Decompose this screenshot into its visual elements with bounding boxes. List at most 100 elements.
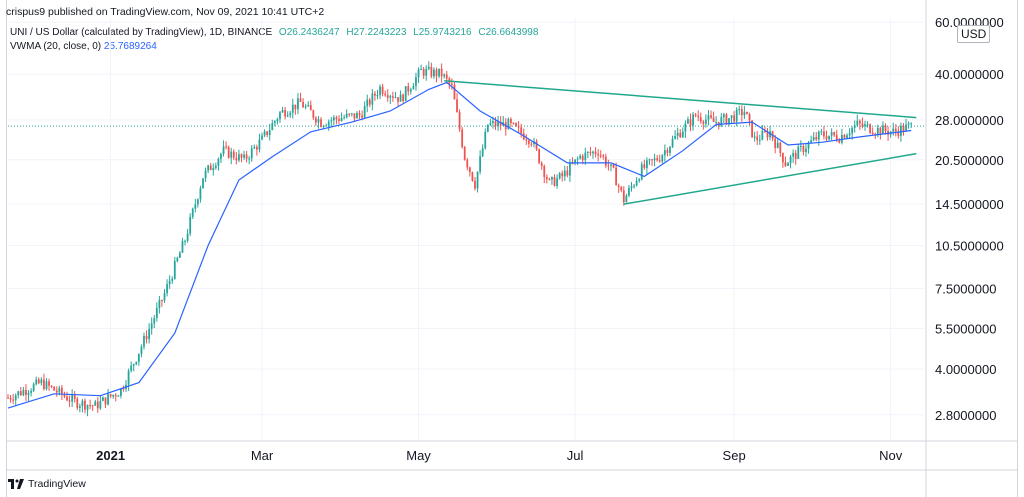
vwma-label[interactable]: VWMA (20, close, 0) [10,41,102,52]
candle-body [730,115,733,119]
candle-body [468,167,471,173]
candle-body [894,128,897,132]
candle-body [586,151,589,153]
candle-body [807,142,810,149]
candle-body [648,159,651,161]
currency-label[interactable]: USD [957,25,991,43]
candle-body [702,121,705,124]
candle-body [379,86,381,95]
candle-body [389,96,392,98]
x-tick-label: Mar [251,448,274,463]
candle-body [858,120,861,124]
candle-body [150,323,153,329]
candle-body [417,69,420,78]
candle-body [140,346,143,354]
candle-body [76,398,79,408]
candle-body [507,119,510,130]
candle-body [402,94,405,101]
candle-body [143,335,145,347]
candle-body [748,114,751,121]
candle-body [371,93,374,105]
candle-body [471,172,474,181]
candle-body [148,328,151,340]
candle-body [32,384,35,391]
candle-body [209,165,212,171]
candle-body [597,153,600,156]
candle-body [161,299,163,301]
candle-body [805,148,807,153]
candle-body [722,114,725,118]
candle-body [910,123,913,125]
candle-body [617,185,620,187]
candle-body [276,119,279,122]
candle-body [776,142,779,148]
candle-body [907,123,910,125]
candle-body [384,93,387,96]
candle-body [753,136,756,138]
candle-body [407,86,410,92]
candle-body [633,185,635,187]
candle-body [45,381,48,390]
y-tick-label: 28.0000000 [935,113,1004,128]
candle-body [882,125,884,135]
candle-body [127,370,130,385]
candle-body [37,379,40,384]
candle-body [712,117,715,123]
candle-body [235,157,238,161]
open-value: O26.2436247 [278,27,340,38]
candle-body [399,94,402,102]
candle-body [651,159,653,161]
candle-body [566,170,569,176]
candle-body [325,125,328,127]
candle-body [194,204,197,209]
candle-body [553,176,556,186]
x-tick-label: 2021 [96,448,125,463]
candle-body [261,135,263,140]
candle-body [71,394,74,402]
candle-body [740,108,743,116]
trendline [623,152,917,205]
candle-body [761,130,764,140]
candle-body [743,111,746,116]
candle-body [789,156,792,164]
y-tick-label: 2.8000000 [935,408,996,423]
candle-body [515,123,517,127]
candle-body [307,104,310,107]
candle-body [476,171,479,189]
candle-body [386,95,389,98]
candle-body [843,134,846,138]
candle-body [176,257,179,262]
chart-frame [6,0,1018,497]
candle-body [871,132,874,134]
candle-body [746,111,748,115]
candle-body [802,145,805,153]
candle-body [784,162,787,166]
candle-body [656,158,659,161]
candle-body [404,86,407,101]
candle-body [520,127,523,134]
candle-body [848,133,851,136]
candle-body [589,151,592,154]
candle-body [166,284,168,294]
candle-body [705,119,707,124]
candle-body [302,101,304,108]
candle-body [892,128,895,132]
candle-body [851,127,854,134]
candle-body [715,121,718,123]
candle-body [846,135,848,138]
candle-body [576,158,579,160]
candle-body [620,186,623,191]
candle-body [545,176,548,180]
candle-body [315,117,317,123]
candle-body [556,178,558,186]
candle-body [291,104,294,113]
candle-body [661,155,664,162]
candle-body [563,170,566,177]
candle-body [179,252,181,258]
candle-body [699,117,702,122]
candle-body [19,391,22,395]
candle-body [592,151,594,154]
vwma-line [7,81,912,409]
symbol-title[interactable]: UNI / US Dollar (calculated by TradingVi… [10,27,273,38]
